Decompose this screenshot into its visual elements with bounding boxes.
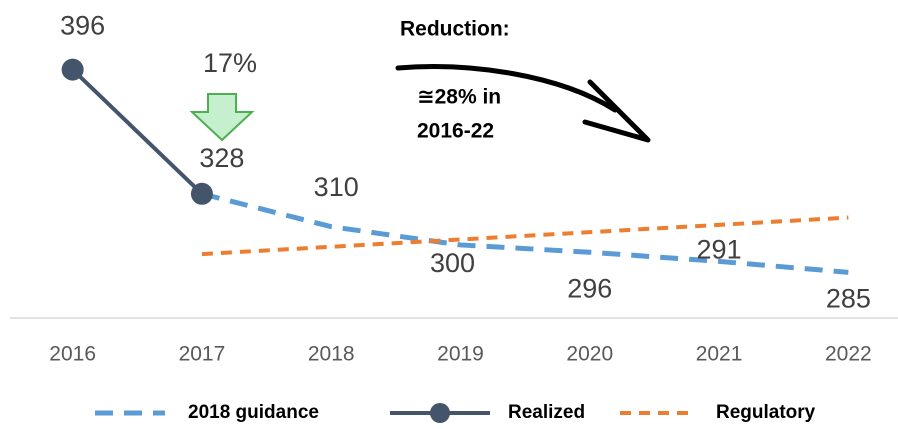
data-label: 310 xyxy=(314,172,359,202)
x-tick-label: 2019 xyxy=(437,343,484,366)
legend-label: Regulatory xyxy=(716,402,816,423)
marker xyxy=(61,58,84,81)
series-line xyxy=(201,191,849,275)
annotation: 2016-22 xyxy=(417,120,494,143)
legend-label: Realized xyxy=(508,402,585,423)
arrow-curve xyxy=(395,64,618,113)
x-tick-label: 2020 xyxy=(566,343,613,366)
data-label: 296 xyxy=(567,273,612,303)
x-tick-label: 2016 xyxy=(49,343,96,366)
series-line xyxy=(201,215,849,257)
x-tick-label: 2021 xyxy=(696,343,743,366)
x-tick-label: 2017 xyxy=(179,343,226,366)
arrow-head xyxy=(582,79,651,143)
down-arrow xyxy=(189,93,255,142)
annotation: Reduction: xyxy=(400,18,510,41)
data-label: 328 xyxy=(199,143,244,173)
series-line xyxy=(71,68,204,196)
data-label: 291 xyxy=(697,235,742,265)
legend-marker xyxy=(430,403,450,423)
marker xyxy=(190,182,213,205)
x-tick-label: 2022 xyxy=(825,343,872,366)
data-label: 300 xyxy=(430,248,475,278)
data-label: 396 xyxy=(60,11,105,41)
data-label: 285 xyxy=(826,283,871,313)
annotation: 17% xyxy=(203,48,257,78)
annotation: ≅28% in xyxy=(417,86,501,109)
x-tick-label: 2018 xyxy=(308,343,355,366)
legend-label: 2018 guidance xyxy=(188,402,319,423)
